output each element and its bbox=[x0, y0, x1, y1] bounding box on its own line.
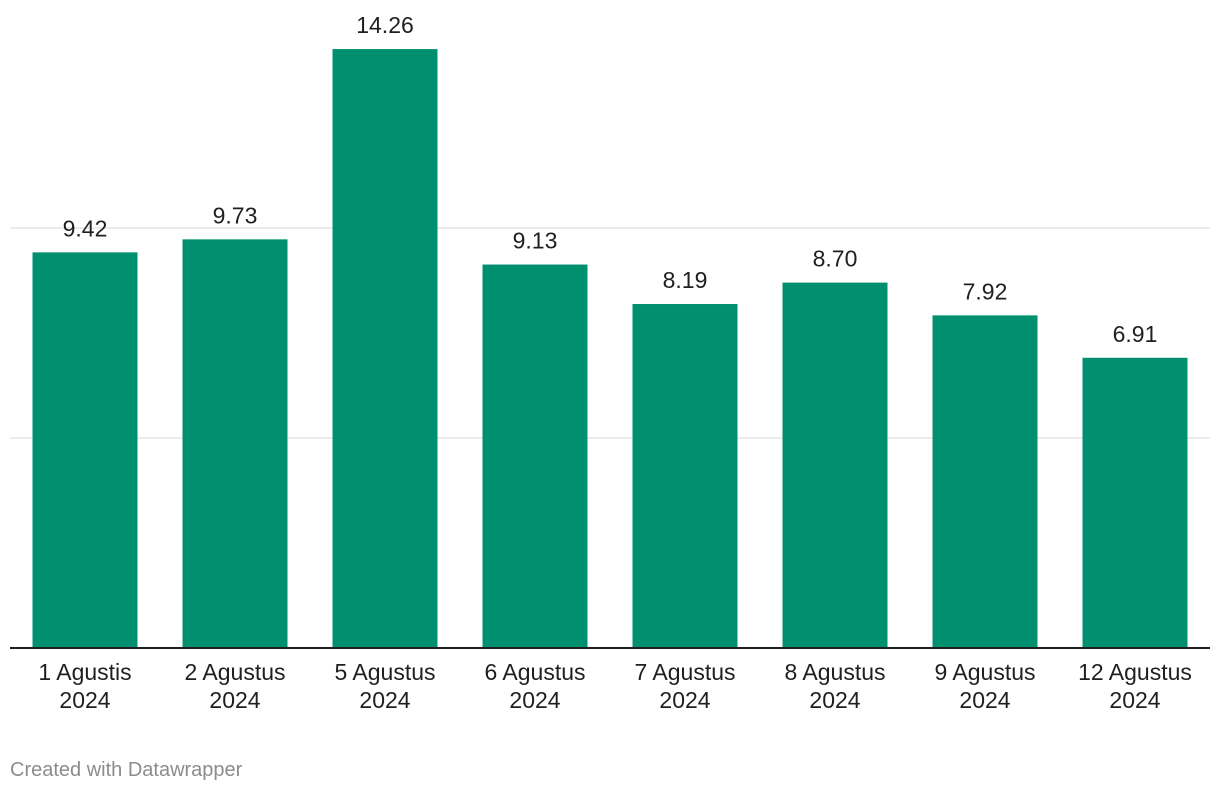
x-tick-label-year: 2024 bbox=[209, 687, 260, 713]
x-tick-label: 5 Agustus 2024 bbox=[334, 659, 435, 713]
bar-value-label: 6.91 bbox=[1113, 321, 1158, 347]
x-tick-label-year: 2024 bbox=[359, 687, 410, 713]
x-tick-label-date: 2 Agustus bbox=[184, 659, 285, 685]
bar-value-label: 8.70 bbox=[813, 246, 858, 272]
x-tick-label-date: 9 Agustus bbox=[934, 659, 1035, 685]
bars bbox=[32, 49, 1188, 649]
bar-value-label: 9.13 bbox=[513, 228, 558, 254]
bar bbox=[332, 49, 438, 648]
bar bbox=[182, 239, 288, 648]
x-tick-label: 2 Agustus 2024 bbox=[184, 659, 285, 713]
x-tick-label-date: 8 Agustus bbox=[784, 659, 885, 685]
x-tick-label-date: 12 Agustus bbox=[1078, 659, 1192, 685]
bar-value-label: 7.92 bbox=[963, 278, 1008, 304]
x-tick-label-year: 2024 bbox=[959, 687, 1010, 713]
x-tick-label-year: 2024 bbox=[809, 687, 860, 713]
x-tick-label: 8 Agustus 2024 bbox=[784, 659, 885, 713]
datawrapper-credit: Created with Datawrapper bbox=[10, 759, 243, 781]
x-tick-label-date: 6 Agustus bbox=[484, 659, 585, 685]
bar bbox=[782, 282, 888, 648]
bar bbox=[32, 252, 138, 649]
x-tick-label: 6 Agustus 2024 bbox=[484, 659, 585, 713]
x-tick-label-year: 2024 bbox=[59, 687, 110, 713]
x-tick-label-date: 1 Agustis bbox=[38, 659, 131, 685]
bar-value-label: 9.42 bbox=[63, 215, 108, 241]
x-tick-label-year: 2024 bbox=[659, 687, 710, 713]
bar-value-label: 9.73 bbox=[213, 202, 258, 228]
bar bbox=[632, 304, 738, 648]
x-tick-label: 9 Agustus 2024 bbox=[934, 659, 1035, 713]
bar-value-label: 8.19 bbox=[663, 267, 708, 293]
x-tick-label-date: 5 Agustus bbox=[334, 659, 435, 685]
x-tick-label: 7 Agustus 2024 bbox=[634, 659, 735, 713]
x-tick-label-date: 7 Agustus bbox=[634, 659, 735, 685]
value-labels: 9.42 9.73 14.26 9.13 8.19 8.70 7.92 6.91 bbox=[63, 12, 1158, 347]
bar bbox=[932, 315, 1038, 648]
bar bbox=[482, 264, 588, 648]
bar-value-label: 14.26 bbox=[356, 12, 414, 38]
x-tick-label-year: 2024 bbox=[1109, 687, 1160, 713]
bar bbox=[1082, 357, 1188, 648]
x-tick-label-year: 2024 bbox=[509, 687, 560, 713]
x-tick-label: 12 Agustus 2024 bbox=[1078, 659, 1192, 713]
x-tick-label: 1 Agustis 2024 bbox=[38, 659, 131, 713]
